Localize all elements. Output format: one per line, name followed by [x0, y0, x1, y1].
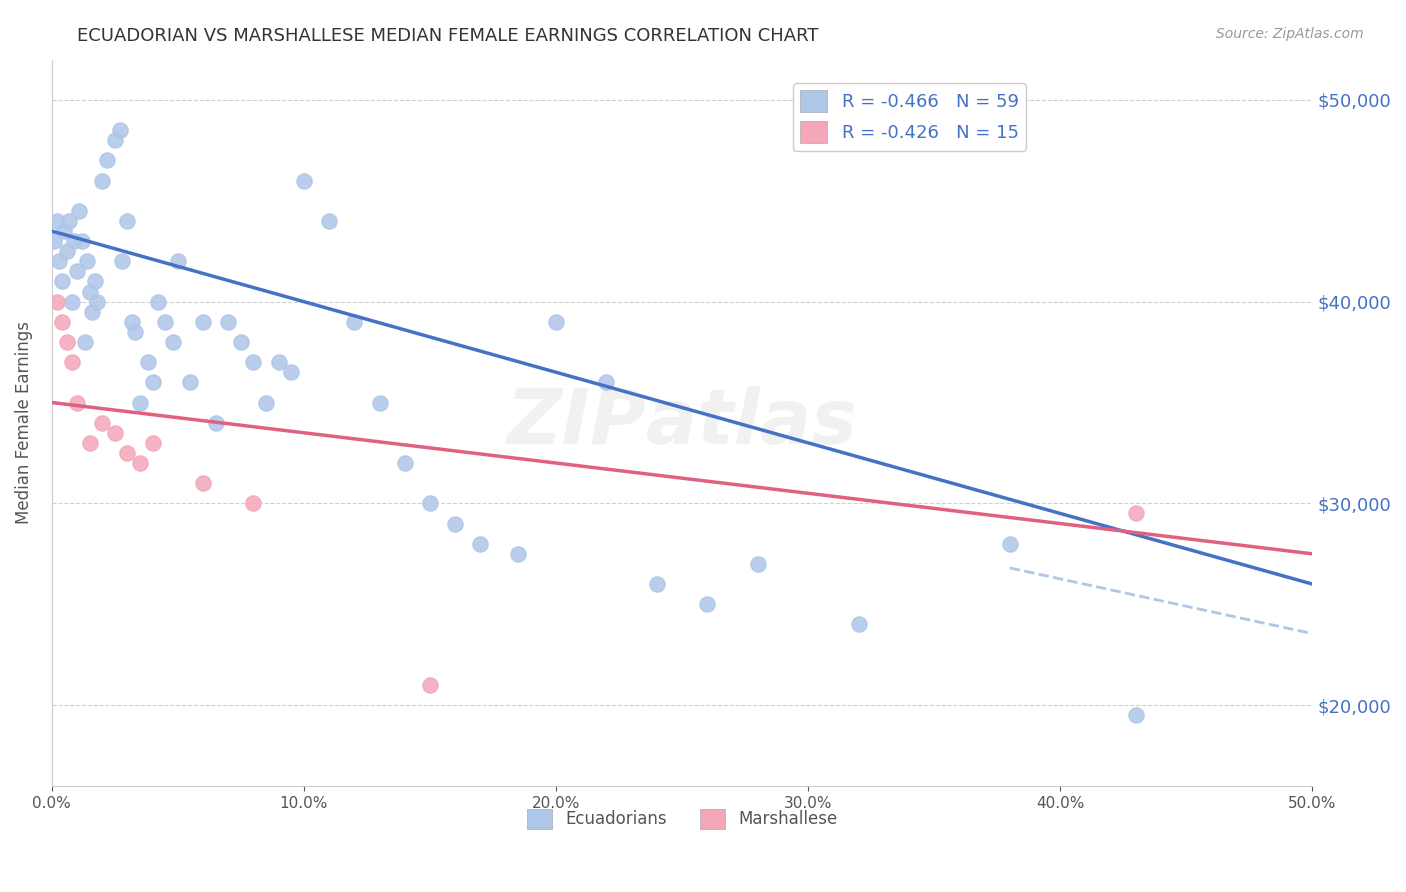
Point [129, 456, 152, 470]
Point [104, 425, 127, 440]
Point [56, 334, 79, 349]
Point [117, 446, 139, 460]
Point [419, 678, 441, 692]
Point [53, 224, 76, 238]
Point [242, 496, 264, 510]
Text: Source: ZipAtlas.com: Source: ZipAtlas.com [1216, 27, 1364, 41]
Point [191, 315, 214, 329]
Point [91, 174, 114, 188]
Point [142, 435, 165, 450]
Point [508, 547, 530, 561]
Text: ECUADORIAN VS MARSHALLESE MEDIAN FEMALE EARNINGS CORRELATION CHART: ECUADORIAN VS MARSHALLESE MEDIAN FEMALE … [77, 27, 818, 45]
Point [179, 376, 201, 390]
Point [86, 294, 108, 309]
Point [217, 315, 239, 329]
Point [58, 214, 80, 228]
Point [242, 355, 264, 369]
Point [83, 275, 105, 289]
Point [470, 537, 492, 551]
Point [108, 123, 131, 137]
Point [444, 516, 467, 531]
Point [696, 597, 718, 611]
Point [191, 476, 214, 491]
Point [48, 254, 70, 268]
Point [343, 315, 366, 329]
Point [645, 577, 668, 591]
Point [142, 376, 165, 390]
Point [229, 334, 252, 349]
Point [136, 355, 159, 369]
Point [124, 325, 146, 339]
Point [998, 537, 1021, 551]
Point [79, 435, 101, 450]
Point [45, 294, 67, 309]
Point [155, 315, 177, 329]
Point [368, 395, 391, 409]
Point [56, 244, 79, 259]
Legend: Ecuadorians, Marshallese: Ecuadorians, Marshallese [520, 802, 844, 836]
Point [419, 496, 441, 510]
Text: ZIP​atlas: ZIP​atlas [506, 385, 858, 459]
Point [204, 416, 226, 430]
Point [292, 174, 315, 188]
Point [111, 254, 134, 268]
Point [544, 315, 567, 329]
Point [254, 395, 277, 409]
Point [280, 365, 302, 379]
Point [63, 234, 86, 248]
Point [51, 275, 73, 289]
Point [80, 304, 103, 318]
Point [66, 395, 89, 409]
Point [96, 153, 118, 168]
Point [73, 334, 96, 349]
Point [848, 617, 870, 632]
Point [45, 214, 67, 228]
Point [121, 315, 143, 329]
Point [60, 355, 83, 369]
Point [146, 294, 169, 309]
Point [162, 334, 184, 349]
Point [129, 395, 152, 409]
Point [595, 376, 617, 390]
Point [747, 557, 769, 571]
Point [267, 355, 290, 369]
Point [66, 264, 89, 278]
Point [51, 315, 73, 329]
Point [91, 416, 114, 430]
Point [104, 133, 127, 147]
Point [69, 203, 91, 218]
Y-axis label: Median Female Earnings: Median Female Earnings [15, 321, 32, 524]
Point [79, 285, 101, 299]
Point [1125, 708, 1147, 723]
Point [166, 254, 188, 268]
Point [44, 234, 66, 248]
Point [117, 214, 139, 228]
Point [318, 214, 340, 228]
Point [70, 234, 93, 248]
Point [394, 456, 416, 470]
Point [60, 294, 83, 309]
Point [1125, 507, 1147, 521]
Point [76, 254, 98, 268]
